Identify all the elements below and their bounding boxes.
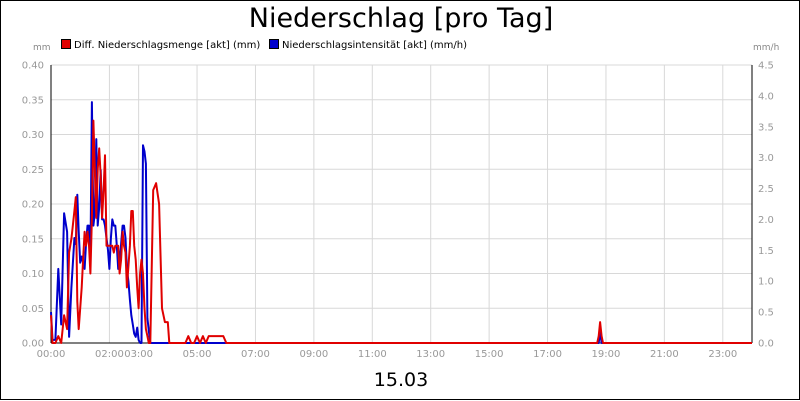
x-tick-label: 17:00 bbox=[533, 349, 562, 360]
right-axis-unit: mm/h bbox=[753, 43, 780, 53]
x-tick-label: 02:00 bbox=[95, 349, 124, 360]
y-left-tick-label: 0.25 bbox=[22, 165, 44, 176]
legend-swatch-intensity bbox=[269, 39, 279, 49]
y-left-tick-label: 0.15 bbox=[22, 234, 44, 245]
y-right-tick-label: 3.0 bbox=[758, 153, 774, 164]
y-left-tick-label: 0.30 bbox=[22, 130, 44, 141]
date-label: 15.03 bbox=[373, 369, 429, 391]
series-line-intensity bbox=[50, 101, 752, 344]
legend-label-intensity: Niederschlagsintensität [akt] (mm/h) bbox=[282, 40, 468, 51]
y-left-tick-label: 0.35 bbox=[22, 95, 44, 106]
x-tick-label: 19:00 bbox=[592, 349, 621, 360]
x-tick-label: 13:00 bbox=[416, 349, 445, 360]
chart-title: Niederschlag [pro Tag] bbox=[248, 3, 554, 34]
x-tick-label: 03:00 bbox=[124, 349, 153, 360]
series-line-amount bbox=[50, 119, 752, 344]
x-tick-label: 21:00 bbox=[650, 349, 679, 360]
x-tick-label: 09:00 bbox=[299, 349, 328, 360]
y-right-tick-label: 2.0 bbox=[758, 215, 774, 226]
y-right-tick-label: 1.5 bbox=[758, 246, 774, 257]
x-tick-label: 23:00 bbox=[708, 349, 737, 360]
y-right-tick-label: 4.0 bbox=[758, 91, 774, 102]
legend-swatch-amount bbox=[61, 39, 71, 49]
x-tick-label: 05:00 bbox=[183, 349, 212, 360]
x-tick-label: 00:00 bbox=[37, 349, 66, 360]
y-right-tick-label: 1.0 bbox=[758, 277, 774, 288]
y-left-tick-label: 0.40 bbox=[22, 61, 44, 72]
x-tick-label: 07:00 bbox=[241, 349, 270, 360]
x-tick-label: 11:00 bbox=[358, 349, 387, 360]
left-axis-unit: mm bbox=[33, 43, 51, 53]
x-tick-label: 15:00 bbox=[475, 349, 504, 360]
y-right-tick-label: 4.5 bbox=[758, 61, 774, 72]
y-right-tick-label: 0.5 bbox=[758, 308, 774, 319]
y-left-tick-label: 0.00 bbox=[22, 339, 44, 350]
y-left-tick-label: 0.20 bbox=[22, 200, 44, 211]
legend-item-amount: Diff. Niederschlagsmenge [akt] (mm) bbox=[61, 39, 260, 51]
y-left-tick-label: 0.05 bbox=[22, 304, 44, 315]
y-right-tick-label: 3.5 bbox=[758, 122, 774, 133]
y-left-tick-label: 0.10 bbox=[22, 269, 44, 280]
legend-item-intensity: Niederschlagsintensität [akt] (mm/h) bbox=[269, 39, 467, 51]
y-right-tick-label: 2.5 bbox=[758, 184, 774, 195]
y-right-tick-label: 0.0 bbox=[758, 339, 774, 350]
legend-label-amount: Diff. Niederschlagsmenge [akt] (mm) bbox=[74, 40, 261, 51]
